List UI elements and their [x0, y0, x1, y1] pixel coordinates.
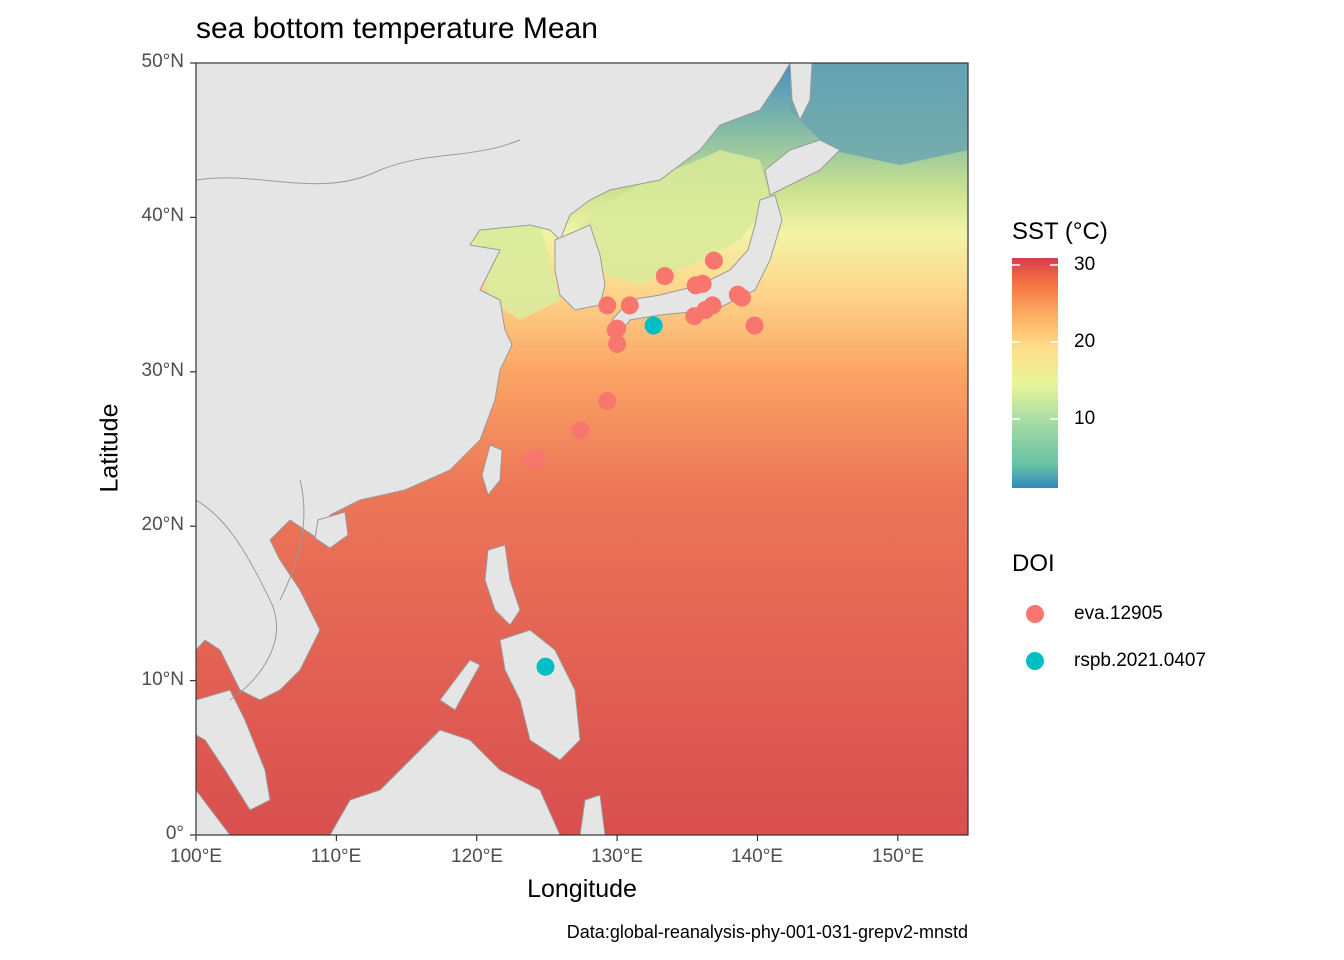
- data-point-eva-12905: [704, 251, 723, 270]
- data-point-eva-12905: [598, 392, 617, 411]
- colorbar-tick-label: 20: [1074, 331, 1096, 352]
- colorbar-ticks: [1012, 264, 1058, 420]
- land-borneo: [329, 729, 561, 835]
- data-point-eva-12905: [693, 274, 712, 293]
- data-point-eva-12905: [703, 296, 722, 315]
- x-tick-label: 130°E: [591, 846, 643, 867]
- axis-tick-marks: [190, 62, 899, 841]
- legend-key-eva: [1026, 605, 1044, 623]
- land-sumatra: [196, 789, 231, 835]
- sst-colorbar: [1012, 258, 1058, 488]
- data-source-caption: Data:global-reanalysis-phy-001-031-grepv…: [566, 922, 968, 942]
- panel-border: [195, 62, 969, 836]
- land-palawan: [439, 659, 481, 711]
- land-hokkaido: [764, 139, 841, 196]
- y-tick-label: 40°N: [141, 205, 184, 226]
- legend-key-rspb: [1026, 652, 1044, 670]
- x-tick-label: 120°E: [451, 846, 503, 867]
- y-tick-label: 50°N: [141, 51, 184, 72]
- land-malay-peninsula: [196, 689, 271, 811]
- chart-title: sea bottom temperature Mean: [196, 12, 598, 45]
- land-visayas-mindanao: [499, 629, 581, 761]
- sst-legend-title: SST (°C): [1012, 218, 1108, 245]
- y-axis-title: Latitude: [95, 403, 124, 493]
- data-point-eva-12905: [608, 335, 627, 353]
- y-tick-label: 30°N: [141, 360, 184, 381]
- legend-label-rspb: rspb.2021.0407: [1074, 650, 1207, 671]
- x-tick-label: 140°E: [731, 846, 783, 867]
- x-tick-label: 150°E: [872, 846, 924, 867]
- x-tick-label: 110°E: [310, 846, 362, 867]
- data-point-eva-12905: [598, 296, 617, 315]
- land-hainan: [314, 511, 349, 549]
- land-sulawesi: [579, 794, 606, 835]
- doi-legend-title: DOI: [1012, 550, 1055, 577]
- land-sakhalin: [789, 63, 813, 122]
- y-tick-label: 0°: [165, 823, 184, 844]
- data-point-eva-12905: [620, 296, 639, 315]
- land-taiwan: [481, 444, 503, 497]
- legend-label-eva: eva.12905: [1074, 603, 1163, 624]
- data-point-eva-12905: [733, 288, 751, 307]
- japan-sea-cool-patch: [580, 150, 770, 285]
- data-point-eva-12905: [528, 449, 547, 468]
- data-point-eva-12905: [571, 421, 590, 440]
- data-point-eva-12905: [745, 316, 764, 335]
- y-tick-label: 20°N: [141, 514, 184, 535]
- data-point-rspb-2021-0407: [644, 316, 663, 335]
- okhotsk-cold-patch: [790, 63, 968, 165]
- y-tick-label: 10°N: [141, 669, 184, 690]
- x-tick-label: 100°E: [170, 846, 222, 867]
- country-borders: [196, 139, 521, 701]
- data-point-eva-12905: [655, 267, 674, 286]
- colorbar-tick-label: 10: [1074, 408, 1096, 429]
- land-luzon: [484, 544, 521, 626]
- land-japan: [611, 194, 783, 342]
- land-mainland: [196, 63, 791, 701]
- data-point-rspb-2021-0407: [536, 657, 555, 676]
- data-points: [522, 251, 764, 676]
- x-axis-title: Longitude: [527, 875, 637, 903]
- colorbar-tick-label: 30: [1074, 254, 1096, 275]
- data-point-eva-12905: [606, 321, 625, 340]
